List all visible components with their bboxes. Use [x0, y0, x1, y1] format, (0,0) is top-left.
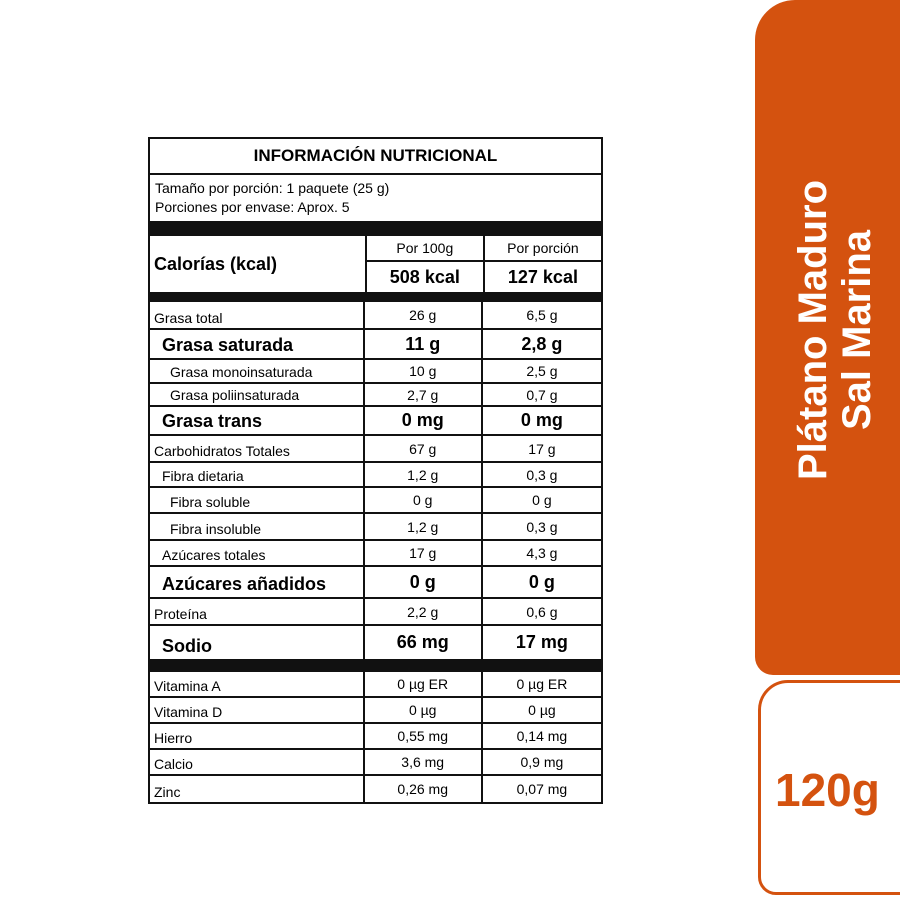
nutrient-name: Carbohidratos Totales — [150, 436, 365, 461]
nutrient-name: Azúcares añadidos — [150, 567, 365, 597]
value-portion: 6,5 g — [526, 307, 558, 323]
divider-bar — [150, 659, 601, 672]
table-row: Hierro 0,55 mg 0,14 mg — [150, 724, 601, 750]
nutrient-name: Grasa poliinsaturada — [150, 384, 365, 405]
calories-100g: 508 kcal — [389, 267, 460, 287]
table-row: Grasa monoinsaturada 10 g 2,5 g — [150, 360, 601, 384]
value-portion: 0 g — [528, 571, 555, 592]
value-portion: 0,3 g — [526, 518, 558, 535]
value-portion: 0,3 g — [526, 466, 558, 483]
value-portion: 0,7 g — [526, 386, 558, 403]
calories-portion: 127 kcal — [507, 267, 578, 287]
value-portion: 0 µg — [528, 702, 556, 718]
calories-row: Calorías (kcal) Por 100g 508 kcal Por por… — [150, 236, 601, 293]
nutrient-name: Vitamina A — [150, 672, 365, 696]
nutrient-name: Grasa total — [150, 302, 365, 328]
divider-bar — [150, 293, 601, 302]
value-portion: 0,07 mg — [516, 781, 568, 797]
nutrient-name: Grasa trans — [150, 407, 365, 434]
value-100g: 3,6 mg — [365, 750, 483, 774]
nutrient-name: Azúcares totales — [150, 541, 365, 565]
nutrient-name: Fibra dietaria — [150, 463, 365, 486]
nutrient-name: Sodio — [150, 626, 365, 659]
value-100g: 2,2 g — [365, 599, 483, 624]
serving-info: Tamaño por porción: 1 paquete (25 g) Por… — [150, 175, 601, 221]
table-title: INFORMACIÓN NUTRICIONAL — [150, 139, 601, 175]
value-100g: 0 µg — [365, 698, 483, 722]
table-row: Grasa total 26 g 6,5 g — [150, 302, 601, 330]
nutrient-name: Proteína — [150, 599, 365, 624]
table-row: Calcio 3,6 mg 0,9 mg — [150, 750, 601, 776]
value-portion: 0,14 mg — [516, 728, 568, 744]
calories-label: Calorías (kcal) — [150, 236, 367, 292]
nutrient-name: Grasa saturada — [150, 330, 365, 358]
product-name-panel: Plátano Maduro Sal Marina — [755, 0, 900, 675]
table-row: Grasa saturada 11 g 2,8 g — [150, 330, 601, 360]
value-100g: 0,55 mg — [365, 724, 483, 748]
serving-size: Tamaño por porción: 1 paquete (25 g) — [155, 180, 390, 196]
product-name: Plátano Maduro Sal Marina — [791, 179, 879, 481]
table-row: Fibra insoluble 1,2 g 0,3 g — [150, 514, 601, 541]
value-portion: 0 µg ER — [516, 676, 568, 692]
value-100g: 17 g — [365, 541, 483, 565]
nutrition-facts-table: INFORMACIÓN NUTRICIONAL Tamaño por porci… — [148, 137, 603, 804]
nutrient-name: Hierro — [150, 724, 365, 748]
value-100g: 0 mg — [365, 407, 483, 434]
value-100g: 0,26 mg — [365, 776, 483, 802]
nutrient-name: Vitamina D — [150, 698, 365, 722]
value-100g: 0 µg ER — [365, 672, 483, 696]
table-row: Proteína 2,2 g 0,6 g — [150, 599, 601, 626]
value-100g: 67 g — [365, 436, 483, 461]
value-100g: 1,2 g — [365, 514, 483, 539]
value-100g: 2,7 g — [365, 384, 483, 405]
nutrient-name: Calcio — [150, 750, 365, 774]
value-portion: 17 mg — [515, 632, 568, 652]
nutrient-name: Zinc — [150, 776, 365, 802]
table-row: Carbohidratos Totales 67 g 17 g — [150, 436, 601, 463]
value-100g: 11 g — [365, 330, 483, 358]
nutrient-name: Fibra soluble — [150, 488, 365, 512]
value-portion: 0,9 mg — [520, 754, 564, 770]
servings-per-container: Porciones por envase: Aprox. 5 — [155, 199, 350, 215]
net-weight: 120g — [775, 764, 880, 816]
divider-bar — [150, 221, 601, 236]
value-100g: 0 g — [365, 488, 483, 512]
value-portion: 0 g — [532, 492, 552, 508]
nutrient-rows: Grasa total 26 g 6,5 g Grasa saturada 11 g 2,… — [150, 302, 601, 659]
table-row: Zinc 0,26 mg 0,07 mg — [150, 776, 601, 802]
net-weight-box: 120g — [758, 680, 900, 895]
value-portion: 17 g — [528, 440, 556, 457]
value-100g: 26 g — [365, 302, 483, 328]
table-row: Grasa trans 0 mg 0 mg — [150, 407, 601, 436]
col-header-portion: Por porción — [484, 236, 601, 262]
col-header-100g: Por 100g — [366, 236, 483, 262]
nutrient-name: Fibra insoluble — [150, 514, 365, 539]
nutrient-name: Grasa monoinsaturada — [150, 360, 365, 382]
value-100g: 0 g — [365, 567, 483, 597]
table-row: Azúcares totales 17 g 4,3 g — [150, 541, 601, 567]
value-portion: 0,6 g — [526, 603, 558, 620]
table-row: Fibra dietaria 1,2 g 0,3 g — [150, 463, 601, 488]
value-portion: 4,3 g — [526, 545, 558, 561]
table-row: Sodio 66 mg 17 mg — [150, 626, 601, 659]
value-portion: 0 mg — [520, 410, 563, 430]
table-row: Grasa poliinsaturada 2,7 g 0,7 g — [150, 384, 601, 407]
value-portion: 2,8 g — [521, 333, 563, 354]
value-100g: 1,2 g — [365, 463, 483, 486]
value-100g: 66 mg — [365, 626, 483, 659]
value-portion: 2,5 g — [526, 363, 558, 379]
value-100g: 10 g — [365, 360, 483, 382]
